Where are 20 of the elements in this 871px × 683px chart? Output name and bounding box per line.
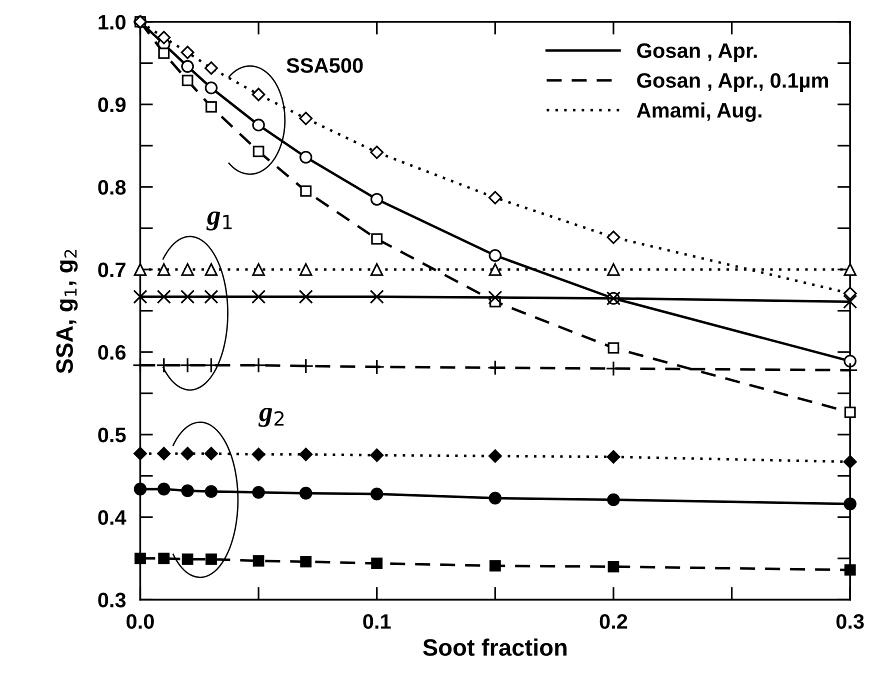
legend-label: Gosan , Apr. [637,43,757,62]
y-tick-label: 0.5 [98,428,126,442]
y-tick-label: 0.4 [98,510,126,525]
y-tick-label: 0.7 [98,262,126,278]
y-tick-label: 0.9 [98,97,126,112]
annotation: SSA500 [286,58,363,73]
x-tick-label: 0.2 [600,614,628,629]
y-tick-label: 1.0 [98,14,126,30]
x-tick-label: 0.1 [363,614,391,629]
y-tick-label: 0.3 [98,592,126,608]
legend-label: Amami, Aug. [636,102,762,122]
y-axis-title: SSA, g$_{1}$, g$_{2}$ [56,250,78,374]
legend-label: Gosan , Apr., 0.1µm [637,73,828,92]
y-tick-label: 0.8 [98,180,126,195]
x-tick-label: 0.3 [836,614,864,629]
annotation: g$_{1}$ [206,211,232,230]
x-tick-label: 0.0 [126,614,154,629]
x-axis-title: Soot fraction [423,638,567,656]
annotation: g$_{2}$ [258,408,284,427]
y-tick-label: 0.6 [98,345,126,360]
